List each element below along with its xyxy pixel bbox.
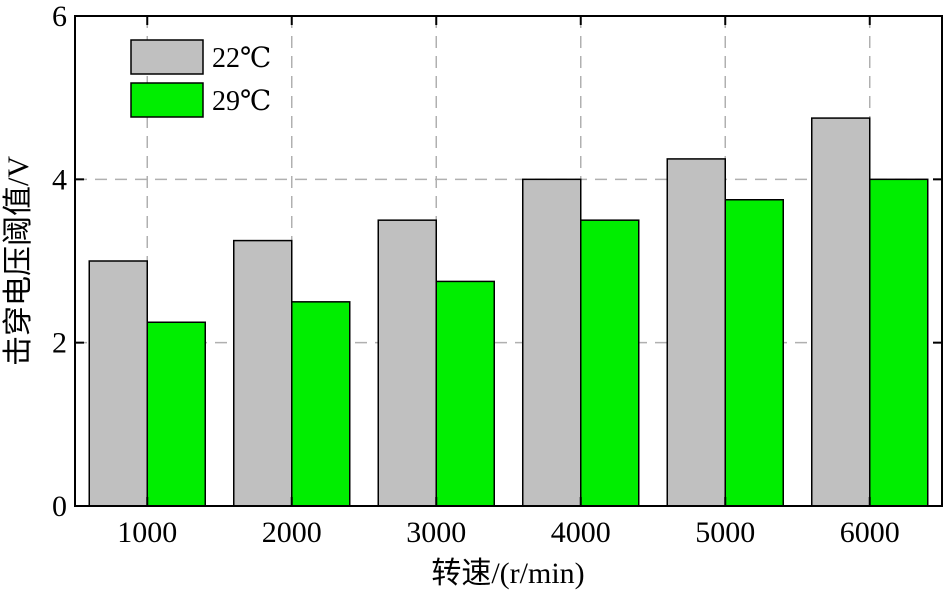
y-tick-label: 0 [52, 490, 67, 523]
legend-swatch-2 [130, 82, 204, 118]
x-tick-label: 4000 [551, 516, 611, 549]
bar-series-1-5000 [666, 158, 726, 507]
bars [88, 117, 929, 507]
bar-series-1-4000 [522, 178, 582, 507]
bar-series-1-6000 [811, 117, 871, 507]
legend-label-2: 29℃ [212, 86, 271, 117]
axis-ticks [75, 15, 942, 507]
bar-series-2-4000 [580, 219, 640, 507]
y-tick-label: 2 [52, 327, 67, 360]
x-tick-label: 1000 [117, 516, 177, 549]
legend-label-1: 22℃ [212, 43, 271, 74]
bar-series-2-2000 [291, 301, 351, 507]
bar-series-2-3000 [435, 280, 495, 507]
y-axis-title: 击穿电压阈值/V [2, 156, 35, 366]
bar-series-1-2000 [233, 239, 293, 507]
x-tick-label: 6000 [840, 516, 900, 549]
y-tick-labels: 0 2 4 6 [52, 0, 67, 523]
bar-series-2-1000 [146, 321, 206, 507]
plot-frame [74, 15, 943, 507]
x-tick-label: 3000 [406, 516, 466, 549]
y-tick-label: 4 [52, 163, 67, 196]
legend: 22℃29℃ [130, 39, 271, 118]
bar-series-2-5000 [724, 199, 784, 507]
x-tick-labels: 1000 2000 3000 4000 5000 6000 [117, 516, 900, 549]
bar-series-1-1000 [88, 260, 148, 507]
x-tick-label: 2000 [262, 516, 322, 549]
bar-series-1-3000 [377, 219, 437, 507]
x-axis-title: 转速/(r/min) [431, 557, 584, 590]
x-tick-label: 5000 [695, 516, 755, 549]
legend-swatch-1 [130, 39, 204, 75]
y-tick-label: 6 [52, 0, 67, 33]
bar-series-2-6000 [869, 178, 929, 507]
